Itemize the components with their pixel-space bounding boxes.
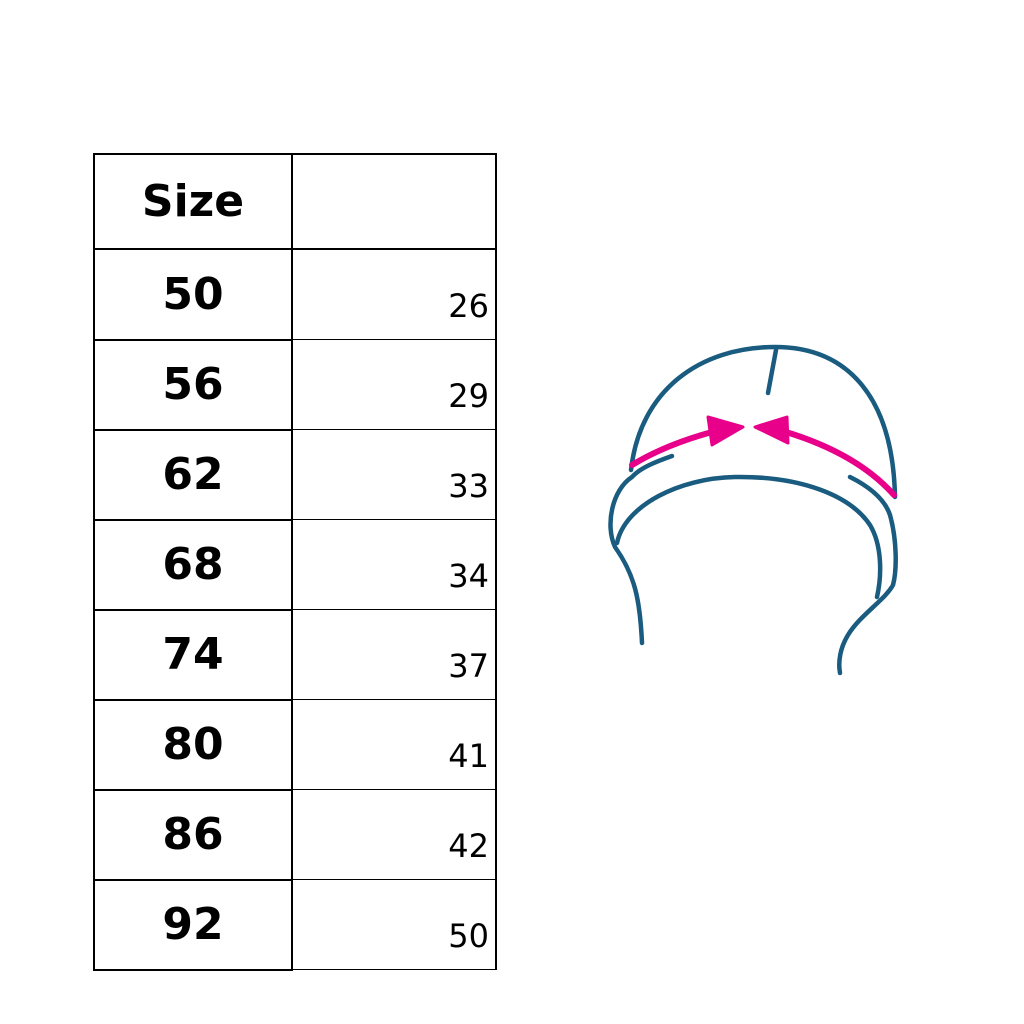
size-cell: 80 [93,698,293,791]
table-row: 56 29 [93,338,497,431]
table-row: 62 33 [93,428,497,521]
size-cell: 68 [93,518,293,611]
table-row: 80 41 [93,698,497,791]
size-cell: 86 [93,788,293,881]
size-cell: 62 [93,428,293,521]
table-row: 68 34 [93,518,497,611]
header-value [291,153,497,250]
value-cell: 41 [291,699,497,790]
table-row: 92 50 [93,878,497,971]
value-cell: 50 [291,879,497,970]
size-cell: 56 [93,338,293,431]
table-row: 86 42 [93,788,497,881]
table-header-row: Size [93,153,497,250]
value-cell: 37 [291,609,497,700]
table-row: 74 37 [93,608,497,701]
value-cell: 34 [291,519,497,610]
size-cell: 92 [93,878,293,971]
table-row: 50 26 [93,248,497,341]
measure-arrows-icon [629,415,897,498]
value-cell: 33 [291,429,497,520]
header-size: Size [93,153,293,250]
value-cell: 42 [291,789,497,880]
size-cell: 74 [93,608,293,701]
size-cell: 50 [93,248,293,341]
value-cell: 29 [291,339,497,430]
value-cell: 26 [291,248,497,340]
size-table: Size 50 26 56 29 62 33 68 34 74 37 80 41 86 42 … [93,153,497,971]
hat-outline-icon [608,344,898,676]
